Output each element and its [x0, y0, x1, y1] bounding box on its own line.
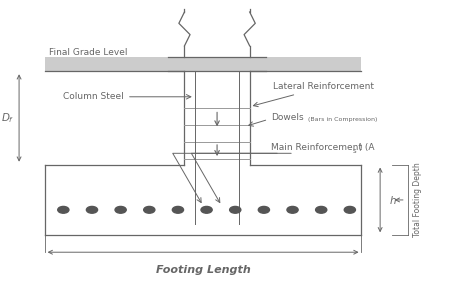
Circle shape: [201, 206, 212, 213]
Text: Final Grade Level: Final Grade Level: [49, 49, 128, 57]
Circle shape: [58, 206, 69, 213]
Text: Column Steel: Column Steel: [64, 92, 191, 101]
Circle shape: [173, 206, 183, 213]
Circle shape: [115, 206, 126, 213]
Text: Footing Length: Footing Length: [156, 265, 250, 275]
Circle shape: [287, 206, 298, 213]
Text: s: s: [352, 148, 356, 154]
Text: Lateral Reinforcement: Lateral Reinforcement: [254, 82, 374, 107]
Text: Main Reinforcement (A: Main Reinforcement (A: [271, 143, 374, 152]
Circle shape: [229, 206, 241, 213]
Circle shape: [316, 206, 327, 213]
Text: $h$: $h$: [390, 194, 397, 206]
Text: $D_f$: $D_f$: [0, 111, 14, 125]
Bar: [45, 57, 362, 71]
Text: Dowels: Dowels: [271, 114, 303, 122]
Circle shape: [258, 206, 270, 213]
Text: ): ): [359, 143, 362, 152]
Text: (Bars in Compression): (Bars in Compression): [306, 117, 377, 122]
Text: Total Footing Depth: Total Footing Depth: [413, 162, 422, 237]
Circle shape: [86, 206, 98, 213]
Circle shape: [344, 206, 356, 213]
Circle shape: [144, 206, 155, 213]
